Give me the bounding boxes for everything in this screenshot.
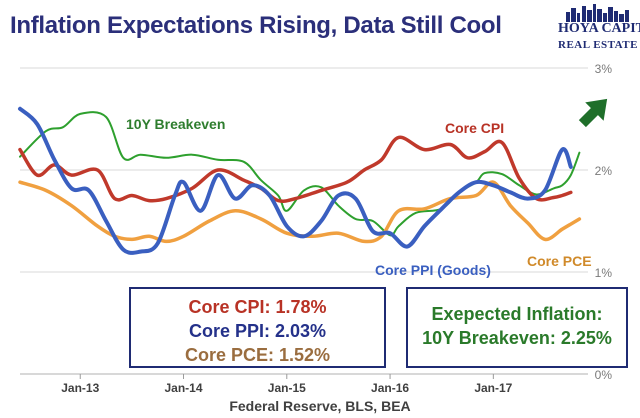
y-tick-label: 1% — [595, 266, 613, 280]
core-pce-reading: Core PCE: 1.52% — [184, 345, 331, 365]
breakeven-reading: 10Y Breakeven: 2.25% — [422, 328, 612, 348]
expected-inflation-box: Exepected Inflation: 10Y Breakeven: 2.25… — [406, 287, 628, 368]
series-line-breakeven — [19, 111, 581, 237]
up-right-arrow-icon — [578, 98, 608, 128]
source-note: Federal Reserve, BLS, BEA — [229, 398, 411, 414]
y-tick-label: 3% — [595, 62, 613, 76]
y-tick-label: 0% — [595, 368, 613, 382]
latest-readings-box: Core CPI: 1.78% Core PPI: 2.03% Core PCE… — [129, 287, 386, 368]
logo-line-1: HOYA CAPITAL — [558, 21, 640, 36]
core-cpi-reading: Core CPI: 1.78% — [188, 297, 327, 317]
core-ppi-reading: Core PPI: 2.03% — [188, 321, 327, 341]
expected-inflation-label: Exepected Inflation: — [431, 304, 603, 324]
y-tick-label: 2% — [595, 164, 613, 178]
series-line-core-ppi — [18, 106, 573, 255]
x-tick-label: Jan-13 — [61, 381, 99, 395]
series-label-core-ppi: Core PPI (Goods) — [375, 262, 491, 278]
x-tick-label: Jan-14 — [164, 381, 202, 395]
x-tick-label: Jan-16 — [371, 381, 409, 395]
x-tick-label: Jan-15 — [268, 381, 306, 395]
series-line-core-pce — [18, 180, 582, 244]
skyline-icon — [566, 4, 629, 22]
page-title: Inflation Expectations Rising, Data Stil… — [10, 12, 502, 39]
hoya-capital-logo: HOYA CAPITAL REAL ESTATE — [558, 2, 640, 60]
series-label-core-pce: Core PCE — [527, 253, 592, 269]
series-label-breakeven: 10Y Breakeven — [126, 116, 225, 132]
x-tick-label: Jan-17 — [474, 381, 512, 395]
logo-line-2: REAL ESTATE — [558, 39, 638, 51]
series-label-core-cpi: Core CPI — [445, 120, 504, 136]
series-line-core-cpi — [18, 135, 573, 203]
